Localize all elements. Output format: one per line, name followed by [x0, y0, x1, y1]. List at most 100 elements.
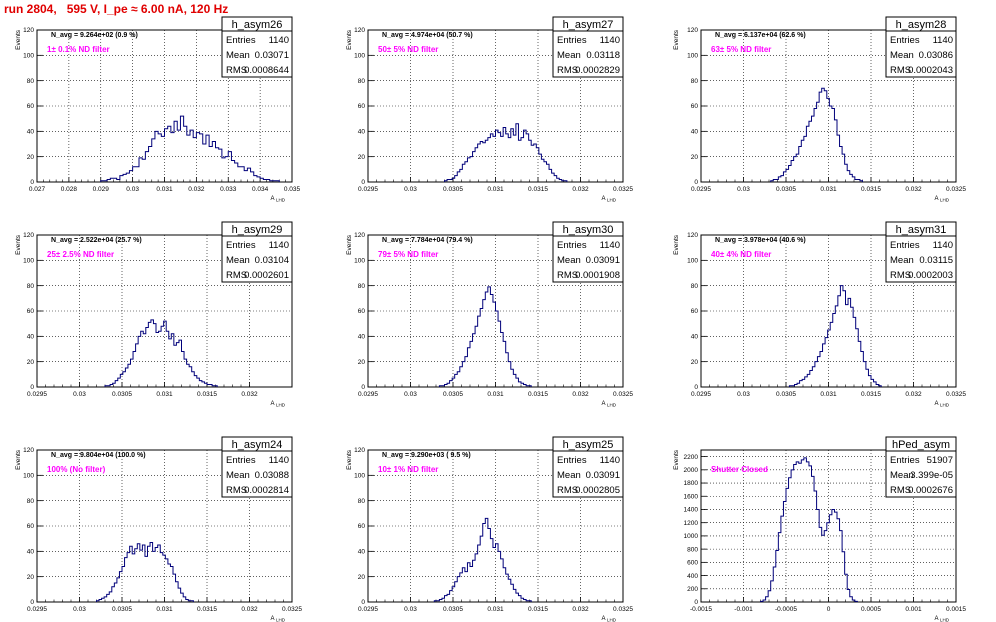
page-title: run 2804, 595 V, I_pe ≈ 6.00 nA, 120 Hz — [4, 2, 229, 16]
stats-value: 0.0002676 — [908, 485, 953, 496]
x-axis-title: A LHD — [601, 401, 616, 408]
x-axis-title-subscript: LHD — [607, 403, 617, 408]
histogram-series — [96, 541, 194, 602]
x-axis-title-subscript: LHD — [607, 198, 617, 203]
y-tick-label: 120 — [687, 27, 698, 34]
x-tick-label: 0.03 — [73, 606, 86, 613]
histogram-name: h_asym26 — [232, 19, 283, 31]
x-tick-label: 0.032 — [572, 606, 589, 613]
x-tick-label: 0.0315 — [861, 186, 881, 193]
y-tick-label: 0 — [694, 384, 698, 391]
y-tick-label: 100 — [354, 473, 365, 480]
x-axis-title: A LHD — [601, 196, 616, 203]
y-tick-label: 100 — [23, 258, 34, 265]
x-axis-title-subscript: LHD — [276, 403, 286, 408]
stats-label: Entries — [226, 35, 256, 46]
stats-value: 0.03091 — [586, 255, 620, 266]
x-tick-label: 0.03 — [404, 391, 417, 398]
histogram-series — [433, 517, 532, 602]
y-axis-title: Events — [15, 29, 22, 50]
y-tick-label: 80 — [358, 78, 366, 85]
x-tick-label: 0.0305 — [443, 391, 463, 398]
x-tick-label: 0.031 — [487, 606, 504, 613]
x-tick-label: 0.0315 — [528, 186, 548, 193]
x-tick-label: 0.032 — [241, 606, 258, 613]
y-tick-label: 80 — [27, 283, 35, 290]
x-tick-label: -0.0015 — [690, 606, 712, 613]
histogram-series — [760, 457, 858, 602]
y-tick-label: 2200 — [684, 454, 699, 461]
y-tick-label: 0 — [30, 384, 34, 391]
stats-box: h_asym29 Entries 1140 Mean 0.03104 RMS0.00026… — [221, 221, 293, 283]
y-tick-label: 60 — [27, 308, 35, 315]
y-tick-label: 120 — [354, 447, 365, 454]
y-tick-label: 60 — [691, 103, 699, 110]
filter-label: 1± 0.1% ND filter — [47, 45, 110, 54]
x-tick-label: 0.031 — [820, 186, 837, 193]
stats-value: 51907 — [927, 455, 953, 466]
y-tick-label: 120 — [687, 232, 698, 239]
stats-value: 0.03088 — [255, 470, 289, 481]
stats-label: Mean — [557, 50, 581, 61]
y-tick-label: 120 — [23, 447, 34, 454]
y-tick-label: 100 — [23, 53, 34, 60]
stats-value: 1140 — [269, 455, 289, 466]
navg-annotation: N_avg = 4.974e+04 (50.7 %) — [382, 32, 473, 39]
x-tick-label: 0.0305 — [443, 606, 463, 613]
x-tick-label: 0.0325 — [946, 186, 966, 193]
y-tick-label: 40 — [358, 549, 366, 556]
y-tick-label: 40 — [358, 129, 366, 136]
x-tick-label: 0.031 — [156, 186, 173, 193]
stats-label: Mean — [890, 470, 914, 481]
stats-value: 0.03118 — [586, 50, 620, 61]
histogram-panel-h_asym29: 0.0295 0.03 0.0305 0.031 0.0315 0.032 0 20 40 60 8… — [15, 221, 293, 408]
stats-value: 0.0002601 — [244, 270, 289, 281]
x-tick-label: 0.03 — [737, 186, 750, 193]
stats-label: Entries — [890, 240, 920, 251]
y-tick-label: 0 — [361, 179, 365, 186]
stats-value: 0.03115 — [919, 255, 953, 266]
y-tick-label: 60 — [691, 308, 699, 315]
x-tick-label: 0.0295 — [691, 186, 711, 193]
x-tick-label: 0.0325 — [282, 606, 302, 613]
x-tick-label: 0.0305 — [776, 186, 796, 193]
histogram-panel-hPed_asym: -0.0015 -0.001 -0.0005 0 0.0005 0.001 0.0015 0 2… — [673, 436, 966, 622]
histogram-panel-h_asym25: 0.0295 0.03 0.0305 0.031 0.0315 0.032 0.0325 0 2… — [346, 436, 633, 622]
x-axis-title-subscript: LHD — [607, 618, 617, 622]
y-tick-label: 1400 — [684, 507, 699, 514]
navg-annotation: N_avg = 9.804e+04 (100.0 %) — [51, 452, 146, 459]
x-tick-label: 0.0315 — [197, 391, 217, 398]
histogram-name: h_asym29 — [232, 224, 283, 236]
stats-box: h_asym27 Entries 1140 Mean 0.03118 RMS0.00028… — [552, 16, 624, 78]
y-tick-label: 1800 — [684, 480, 699, 487]
stats-box-frame — [885, 16, 957, 78]
stats-value: 1140 — [269, 240, 289, 251]
stats-label: Entries — [557, 240, 587, 251]
stats-label: RMS — [226, 485, 247, 496]
x-tick-label: 0.0315 — [861, 391, 881, 398]
y-tick-label: 0 — [361, 384, 365, 391]
stats-value: 0.03091 — [586, 470, 620, 481]
x-tick-label: 0.031 — [156, 606, 173, 613]
y-tick-label: 80 — [358, 498, 366, 505]
histogram-name: h_asym30 — [563, 224, 614, 236]
y-tick-label: 20 — [27, 154, 35, 161]
stats-label: Entries — [557, 455, 587, 466]
stats-value: 0.0002814 — [244, 485, 289, 496]
y-tick-label: 0 — [30, 179, 34, 186]
stats-value: 1140 — [600, 455, 620, 466]
y-tick-label: 100 — [687, 53, 698, 60]
x-tick-label: 0.0295 — [358, 391, 378, 398]
y-axis-title: Events — [346, 29, 353, 50]
x-tick-label: 0.03 — [73, 391, 86, 398]
stats-box-frame — [885, 221, 957, 283]
histogram-series — [788, 285, 882, 387]
x-axis-title-subscript: LHD — [276, 198, 286, 203]
x-tick-label: 0.028 — [61, 186, 78, 193]
x-axis-title-subscript: LHD — [940, 198, 950, 203]
x-tick-label: 0.0295 — [358, 186, 378, 193]
y-tick-label: 20 — [691, 154, 699, 161]
stats-value: 1140 — [269, 35, 289, 46]
x-tick-label: 0.031 — [487, 186, 504, 193]
y-tick-label: 20 — [691, 359, 699, 366]
